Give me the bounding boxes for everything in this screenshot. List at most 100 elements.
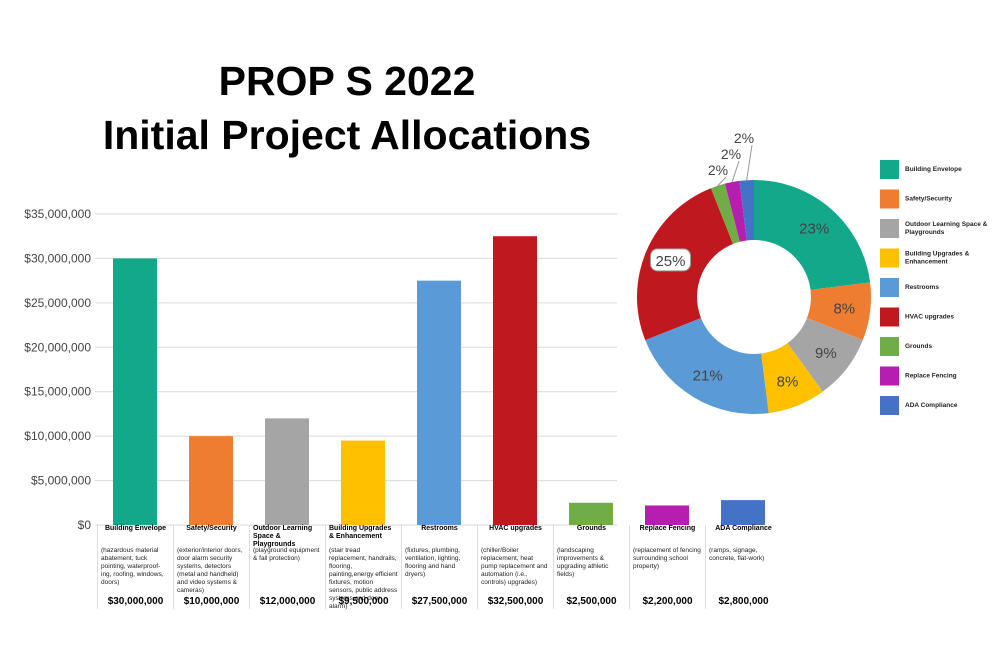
category-cell: Safety/Security (exterior/interior doors,… xyxy=(173,525,249,609)
donut-slice xyxy=(754,180,871,290)
data-label: 2% xyxy=(734,130,754,146)
bar xyxy=(569,502,613,525)
donut-slice xyxy=(724,180,747,242)
y-tick-label: $10,000,000 xyxy=(24,429,91,443)
y-tick-label: $0 xyxy=(78,518,92,532)
y-tick-label: $25,000,000 xyxy=(24,296,91,310)
category-label: Outdoor Learning Space & Playgrounds xyxy=(253,525,313,548)
bar xyxy=(189,436,233,525)
category-cell: Restrooms (fixtures, plumbing, ventilatio… xyxy=(401,525,477,609)
y-tick-label: $20,000,000 xyxy=(24,340,91,354)
data-label: 25% xyxy=(655,253,685,270)
legend-label: Replace Fencing xyxy=(905,373,957,380)
legend-swatch xyxy=(880,189,899,209)
value-label: $9,500,000 xyxy=(338,596,389,607)
bar xyxy=(493,236,537,525)
donut-slice xyxy=(787,317,863,392)
legend-swatch xyxy=(880,248,899,268)
bar xyxy=(113,258,157,525)
category-cell: ADA Compliance (ramps, signage, concrete,… xyxy=(705,525,781,609)
category-cell: Replace Fencing (replacement of fencing s… xyxy=(629,525,705,609)
chart-subtitle: Initial Project Allocations xyxy=(102,112,592,158)
donut-slice xyxy=(645,317,769,415)
legend-label: ADA Compliance xyxy=(905,402,958,409)
legend-label-line: Playgrounds xyxy=(905,229,945,236)
data-label: 2% xyxy=(708,162,728,178)
category-label: Restrooms xyxy=(421,525,458,532)
donut-slice xyxy=(739,180,754,241)
value-label: $12,000,000 xyxy=(259,596,316,607)
y-tick-label: $5,000,000 xyxy=(31,474,91,488)
leader-line xyxy=(731,160,740,183)
legend-swatch xyxy=(880,160,899,179)
category-cell: HVAC upgrades (chiller/Boiler replacement… xyxy=(477,525,553,609)
category-description: (ramps, signage, concrete, flat-work) xyxy=(709,547,765,562)
bar xyxy=(721,500,765,525)
data-label: 21% xyxy=(693,367,723,384)
donut-slice xyxy=(761,343,823,414)
chart-title: PROP S 2022 xyxy=(218,58,476,104)
data-label: 23% xyxy=(799,221,829,238)
legend-label: Building Envelope xyxy=(905,166,962,173)
legend-label-line: Building Upgrades & xyxy=(905,251,970,258)
category-cell: Grounds (landscaping improvements & upgra… xyxy=(553,525,629,609)
bar xyxy=(341,440,385,525)
category-label: Replace Fencing xyxy=(639,525,696,532)
legend-label: Outdoor Learning Space & Playgrounds xyxy=(905,221,988,236)
legend-swatch xyxy=(880,278,899,297)
legend-label-line: Outdoor Learning Space & xyxy=(905,221,988,228)
category-cell: Outdoor Learning Space & Playgrounds (pla… xyxy=(249,525,325,609)
category-description: (hazardous material abatement, tuck poin… xyxy=(101,547,164,586)
value-label: $10,000,000 xyxy=(183,596,240,607)
value-label: $2,200,000 xyxy=(642,596,693,607)
data-label: 8% xyxy=(833,300,855,317)
bar xyxy=(417,280,461,525)
category-description: (landscaping improvements & upgrading at… xyxy=(557,547,609,578)
value-label: $2,800,000 xyxy=(718,596,769,607)
category-label: HVAC upgrades xyxy=(489,525,542,532)
y-tick-label: $30,000,000 xyxy=(24,251,91,265)
legend-label: Grounds xyxy=(905,343,932,350)
value-label: $2,500,000 xyxy=(566,596,617,607)
data-label: 9% xyxy=(815,345,837,362)
legend-swatch xyxy=(880,396,899,415)
legend-label: Restrooms xyxy=(905,284,939,291)
category-label: ADA Compliance xyxy=(715,525,772,532)
legend-label-line: Enhancement xyxy=(905,259,948,266)
legend-label: Safety/Security xyxy=(905,196,952,203)
value-label: $30,000,000 xyxy=(107,596,164,607)
category-label: Building Envelope xyxy=(104,525,167,532)
label-box xyxy=(649,248,691,272)
data-label: 8% xyxy=(777,374,799,391)
legend-swatch xyxy=(880,219,899,238)
donut-slice xyxy=(710,183,740,245)
category-description: (exterior/interior doors, door alarm sec… xyxy=(177,547,243,594)
category-description: (fixtures, plumbing, ventilation, lighti… xyxy=(405,547,461,578)
category-description: (playground equipment & fall protection) xyxy=(253,547,320,562)
legend-label: HVAC upgrades xyxy=(905,314,954,321)
leader-line xyxy=(717,176,727,187)
bar xyxy=(645,505,689,525)
legend-swatch xyxy=(880,366,899,386)
y-tick-label: $35,000,000 xyxy=(24,207,91,221)
legend-swatch xyxy=(880,307,899,327)
category-label: Grounds xyxy=(576,525,607,532)
category-cell: Building Upgrades & Enhancement (stair tr… xyxy=(325,525,401,610)
y-tick-label: $15,000,000 xyxy=(24,385,91,399)
value-label: $32,500,000 xyxy=(487,596,544,607)
legend-swatch xyxy=(880,337,899,356)
bar xyxy=(265,418,309,525)
category-description: (replacement of fencing surrounding scho… xyxy=(633,547,701,570)
value-label: $27,500,000 xyxy=(411,596,468,607)
category-description: (chiller/Boiler replacement, heat pump r… xyxy=(481,547,548,586)
data-label: 2% xyxy=(721,146,741,162)
donut-slice xyxy=(806,282,871,341)
category-cell: Building Envelope (hazardous material aba… xyxy=(97,525,173,609)
legend-label: Building Upgrades & Enhancement xyxy=(905,251,970,266)
leader-line xyxy=(746,144,753,181)
category-description: (stair tread replacement, handrails, flo… xyxy=(329,547,398,610)
category-label: Building Upgrades & Enhancement xyxy=(329,525,392,540)
category-label: Safety/Security xyxy=(186,525,237,532)
